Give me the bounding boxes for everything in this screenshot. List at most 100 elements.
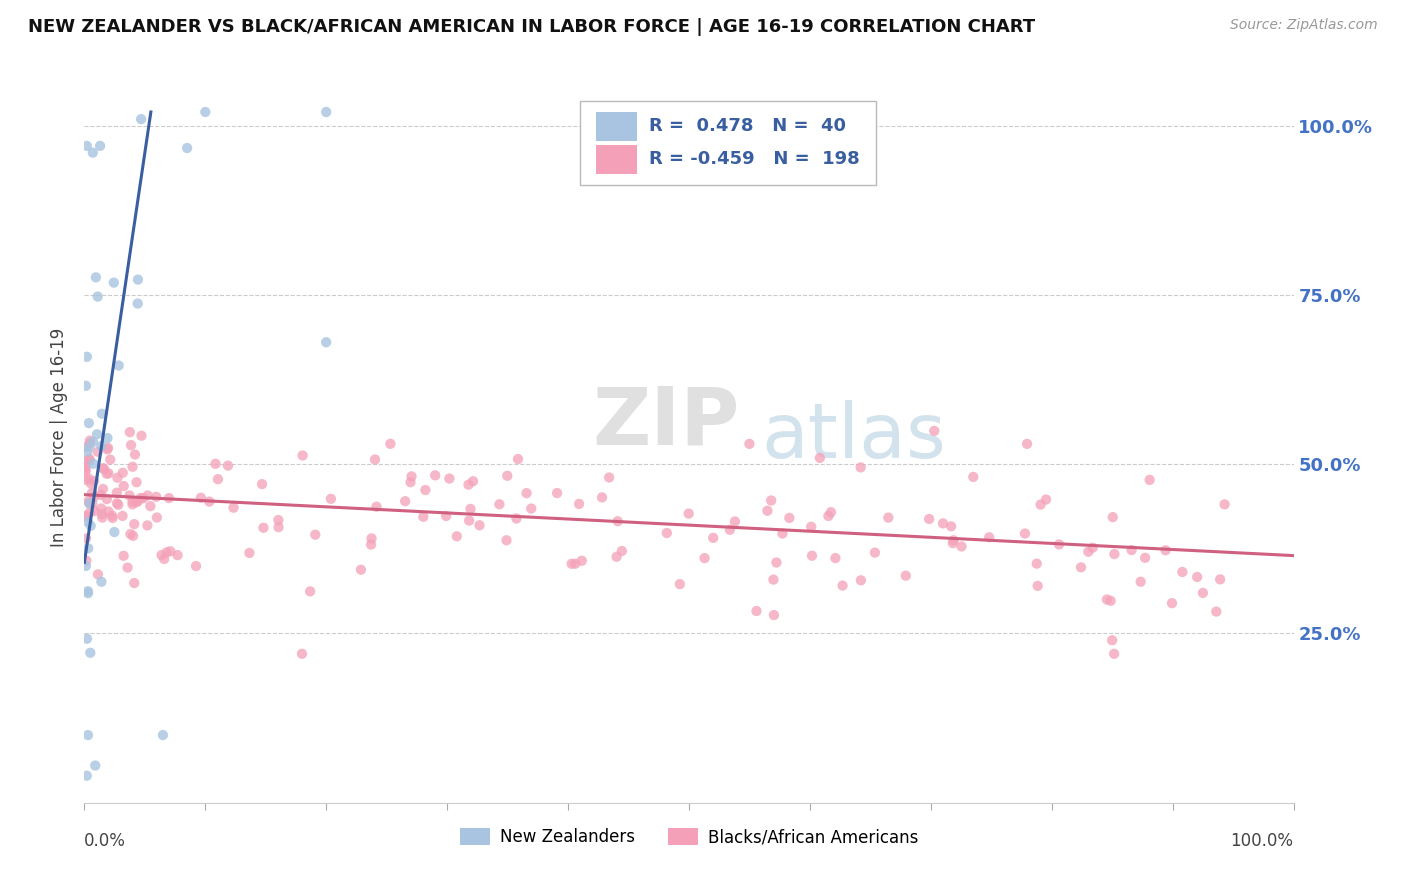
Point <box>267 513 290 527</box>
Point <box>194 105 217 120</box>
Point <box>496 468 519 483</box>
Point <box>515 486 537 500</box>
Point <box>571 554 593 568</box>
Point <box>568 497 591 511</box>
Point <box>136 488 159 502</box>
Point <box>591 491 613 505</box>
Point <box>105 485 128 500</box>
Point <box>75 464 97 478</box>
Point <box>132 491 155 506</box>
Point <box>118 425 141 439</box>
Point <box>291 647 314 661</box>
Point <box>1015 437 1038 451</box>
Point <box>446 529 468 543</box>
Point <box>75 440 97 454</box>
Point <box>125 495 148 509</box>
Point <box>76 139 98 153</box>
Point <box>131 428 153 442</box>
Point <box>105 496 128 510</box>
Point <box>820 505 842 519</box>
Point <box>506 452 529 467</box>
Point <box>1213 497 1236 511</box>
Point <box>564 557 586 571</box>
Legend: New Zealanders, Blacks/African Americans: New Zealanders, Blacks/African Americans <box>453 822 925 853</box>
Point <box>150 548 173 562</box>
Point <box>79 496 101 510</box>
Point <box>136 518 159 533</box>
Point <box>495 533 517 548</box>
Point <box>364 452 387 467</box>
Point <box>778 511 800 525</box>
Point <box>77 728 100 742</box>
Point <box>157 491 180 505</box>
Point <box>598 470 620 484</box>
Point <box>96 467 118 481</box>
Point <box>121 495 143 509</box>
Point <box>118 488 141 502</box>
Point <box>86 444 108 458</box>
Point <box>97 467 120 481</box>
Point <box>198 494 221 508</box>
Point <box>76 350 98 364</box>
Point <box>401 469 423 483</box>
Point <box>808 450 831 465</box>
Point <box>77 440 100 454</box>
Point <box>96 431 118 445</box>
Point <box>82 497 104 511</box>
Point <box>1104 547 1126 561</box>
Point <box>207 472 229 486</box>
Point <box>304 527 326 541</box>
Point <box>380 437 402 451</box>
Point <box>77 416 100 430</box>
Point <box>96 492 118 507</box>
Point <box>745 604 768 618</box>
Point <box>125 475 148 490</box>
Text: R = -0.459   N =  198: R = -0.459 N = 198 <box>650 150 860 168</box>
Point <box>121 497 143 511</box>
Point <box>120 527 142 541</box>
Point <box>1081 541 1104 555</box>
Point <box>111 466 134 480</box>
FancyBboxPatch shape <box>596 112 637 141</box>
Point <box>394 494 416 508</box>
Point <box>111 508 134 523</box>
Point <box>152 728 174 742</box>
Point <box>315 335 337 350</box>
Point <box>86 427 108 442</box>
Point <box>561 557 583 571</box>
Point <box>1077 545 1099 559</box>
Point <box>460 502 482 516</box>
Point <box>90 407 112 421</box>
Point <box>112 549 135 563</box>
Point <box>122 529 145 543</box>
Point <box>1101 510 1123 524</box>
Point <box>1129 574 1152 589</box>
Point <box>488 497 510 511</box>
Point <box>849 574 872 588</box>
Point <box>82 145 104 160</box>
Point <box>97 504 120 518</box>
Point <box>90 488 112 502</box>
Point <box>80 518 103 533</box>
Point <box>89 139 111 153</box>
Point <box>75 462 97 476</box>
Point <box>112 479 135 493</box>
Point <box>139 499 162 513</box>
Point <box>80 476 103 491</box>
Point <box>79 434 101 448</box>
Point <box>107 498 129 512</box>
Point <box>82 434 104 449</box>
Point <box>1101 633 1123 648</box>
Point <box>145 490 167 504</box>
Point <box>75 509 97 524</box>
Point <box>894 568 917 582</box>
Point <box>84 758 107 772</box>
Point <box>762 573 785 587</box>
Point <box>75 454 97 468</box>
Point <box>79 453 101 467</box>
Point <box>439 471 461 485</box>
Point <box>83 504 105 518</box>
Point <box>461 475 484 489</box>
Point <box>122 576 145 591</box>
Point <box>738 437 761 451</box>
